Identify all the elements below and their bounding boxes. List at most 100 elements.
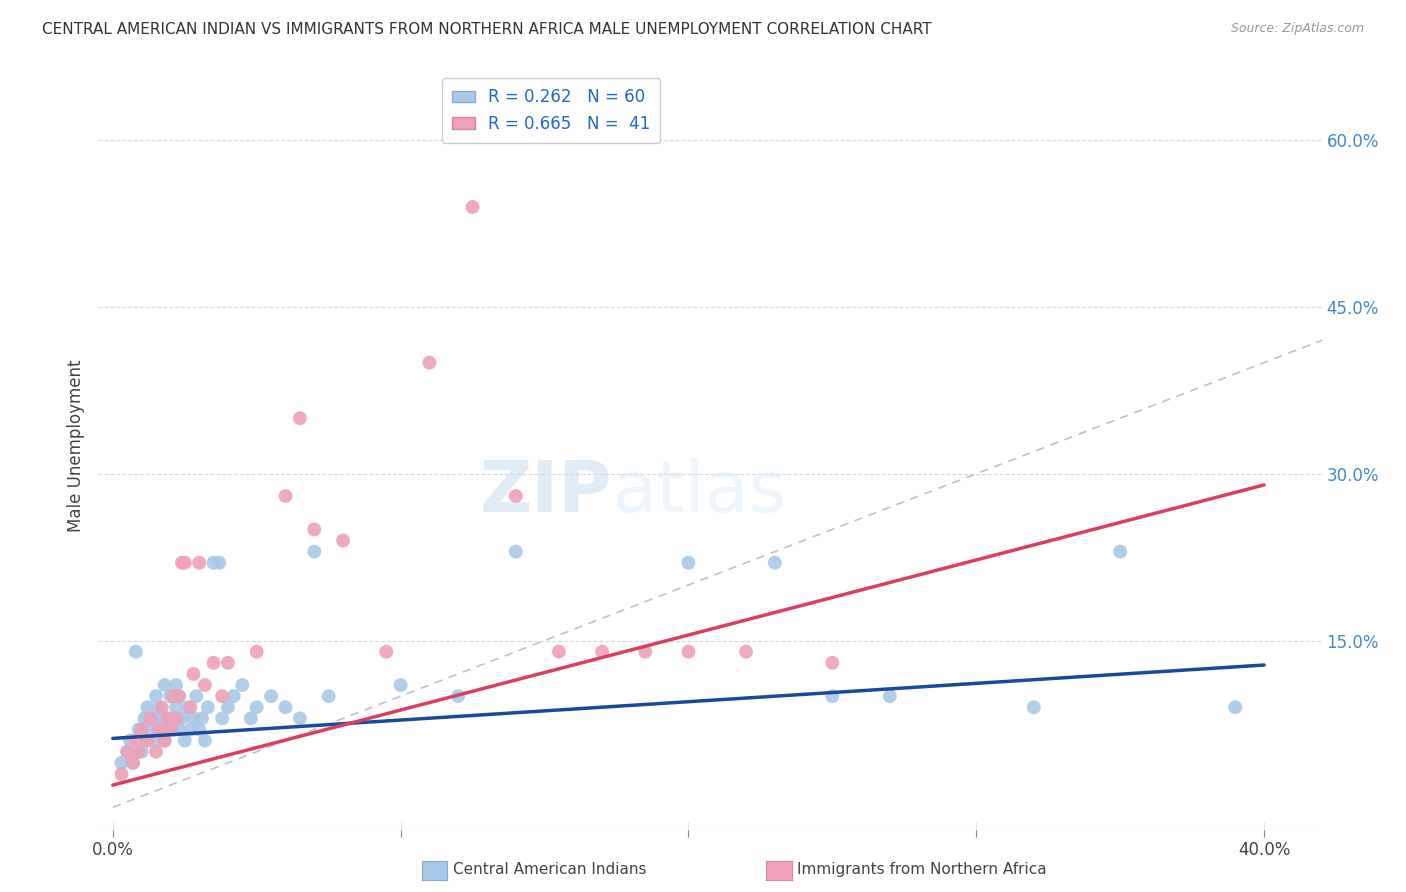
Point bbox=[167, 723, 190, 737]
Point bbox=[186, 689, 208, 703]
Point bbox=[170, 711, 193, 725]
Point bbox=[145, 689, 167, 703]
Point bbox=[274, 700, 297, 714]
Point bbox=[150, 700, 173, 714]
Point bbox=[505, 489, 527, 503]
Point bbox=[246, 700, 269, 714]
Point bbox=[375, 645, 398, 659]
Point bbox=[211, 711, 233, 725]
Point bbox=[211, 689, 233, 703]
Point bbox=[591, 645, 613, 659]
Point bbox=[153, 733, 176, 747]
Point bbox=[131, 745, 153, 759]
Point bbox=[122, 756, 145, 770]
Point bbox=[505, 544, 527, 558]
Point bbox=[120, 733, 142, 747]
Point bbox=[148, 700, 170, 714]
Point bbox=[304, 544, 326, 558]
Point bbox=[274, 489, 297, 503]
Point bbox=[1109, 544, 1132, 558]
Point bbox=[110, 756, 132, 770]
Point bbox=[217, 700, 239, 714]
Point bbox=[1022, 700, 1045, 714]
Text: Central American Indians: Central American Indians bbox=[453, 863, 647, 877]
Point bbox=[548, 645, 571, 659]
Point bbox=[318, 689, 340, 703]
Point bbox=[260, 689, 283, 703]
Point bbox=[156, 711, 179, 725]
Point bbox=[136, 733, 159, 747]
Point bbox=[115, 745, 138, 759]
Point bbox=[128, 723, 150, 737]
Point bbox=[246, 645, 269, 659]
Point bbox=[239, 711, 262, 725]
Point bbox=[191, 711, 214, 725]
Point bbox=[167, 689, 190, 703]
Point bbox=[162, 723, 184, 737]
Point bbox=[167, 689, 190, 703]
Text: Source: ZipAtlas.com: Source: ZipAtlas.com bbox=[1230, 22, 1364, 36]
Point bbox=[332, 533, 354, 548]
Point bbox=[180, 723, 202, 737]
Point bbox=[159, 723, 181, 737]
Point bbox=[110, 767, 132, 781]
Y-axis label: Male Unemployment: Male Unemployment bbox=[66, 359, 84, 533]
Point bbox=[461, 200, 484, 214]
Text: CENTRAL AMERICAN INDIAN VS IMMIGRANTS FROM NORTHERN AFRICA MALE UNEMPLOYMENT COR: CENTRAL AMERICAN INDIAN VS IMMIGRANTS FR… bbox=[42, 22, 932, 37]
Point bbox=[156, 723, 179, 737]
Legend: R = 0.262   N = 60, R = 0.665   N =  41: R = 0.262 N = 60, R = 0.665 N = 41 bbox=[441, 78, 661, 143]
Point bbox=[304, 522, 326, 536]
Point bbox=[148, 723, 170, 737]
Point bbox=[821, 656, 844, 670]
Point bbox=[447, 689, 470, 703]
Point bbox=[153, 678, 176, 692]
Point bbox=[176, 700, 198, 714]
Point bbox=[1225, 700, 1247, 714]
Point bbox=[180, 700, 202, 714]
Point bbox=[763, 556, 786, 570]
Point bbox=[165, 678, 187, 692]
Point bbox=[879, 689, 901, 703]
Point bbox=[153, 733, 176, 747]
Point bbox=[188, 723, 211, 737]
Point bbox=[231, 678, 253, 692]
Point bbox=[634, 645, 657, 659]
Point bbox=[148, 723, 170, 737]
Point bbox=[288, 411, 311, 425]
Point bbox=[418, 356, 440, 370]
Point bbox=[125, 733, 148, 747]
Point bbox=[188, 556, 211, 570]
Point bbox=[202, 556, 225, 570]
Point bbox=[159, 689, 181, 703]
Point bbox=[735, 645, 758, 659]
Point bbox=[128, 745, 150, 759]
Point bbox=[202, 656, 225, 670]
Point bbox=[194, 733, 217, 747]
Point bbox=[125, 645, 148, 659]
Point bbox=[165, 711, 187, 725]
Point bbox=[389, 678, 412, 692]
Point bbox=[821, 689, 844, 703]
Point bbox=[678, 645, 700, 659]
Point bbox=[139, 723, 162, 737]
Text: Immigrants from Northern Africa: Immigrants from Northern Africa bbox=[797, 863, 1047, 877]
Point bbox=[145, 745, 167, 759]
Point bbox=[115, 745, 138, 759]
Point bbox=[678, 556, 700, 570]
Point bbox=[136, 700, 159, 714]
Point bbox=[145, 733, 167, 747]
Point bbox=[208, 556, 231, 570]
Point bbox=[142, 711, 165, 725]
Point bbox=[170, 556, 193, 570]
Point bbox=[222, 689, 245, 703]
Point bbox=[217, 656, 239, 670]
Point bbox=[183, 667, 205, 681]
Point bbox=[288, 711, 311, 725]
Point bbox=[197, 700, 219, 714]
Text: atlas: atlas bbox=[612, 458, 786, 526]
Point bbox=[173, 733, 195, 747]
Point bbox=[122, 756, 145, 770]
Point bbox=[159, 711, 181, 725]
Point bbox=[131, 723, 153, 737]
Point bbox=[194, 678, 217, 692]
